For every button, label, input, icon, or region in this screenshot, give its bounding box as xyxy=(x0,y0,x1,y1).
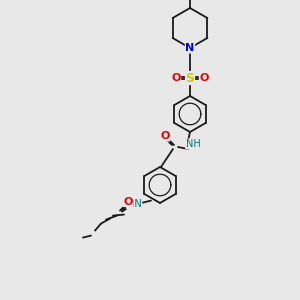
Text: O: O xyxy=(123,196,133,207)
Text: O: O xyxy=(199,73,209,83)
Text: N: N xyxy=(185,43,195,53)
Text: O: O xyxy=(160,131,170,141)
Text: HN: HN xyxy=(127,199,141,208)
Text: O: O xyxy=(171,73,181,83)
Text: NH: NH xyxy=(186,139,200,149)
Text: S: S xyxy=(185,71,194,85)
